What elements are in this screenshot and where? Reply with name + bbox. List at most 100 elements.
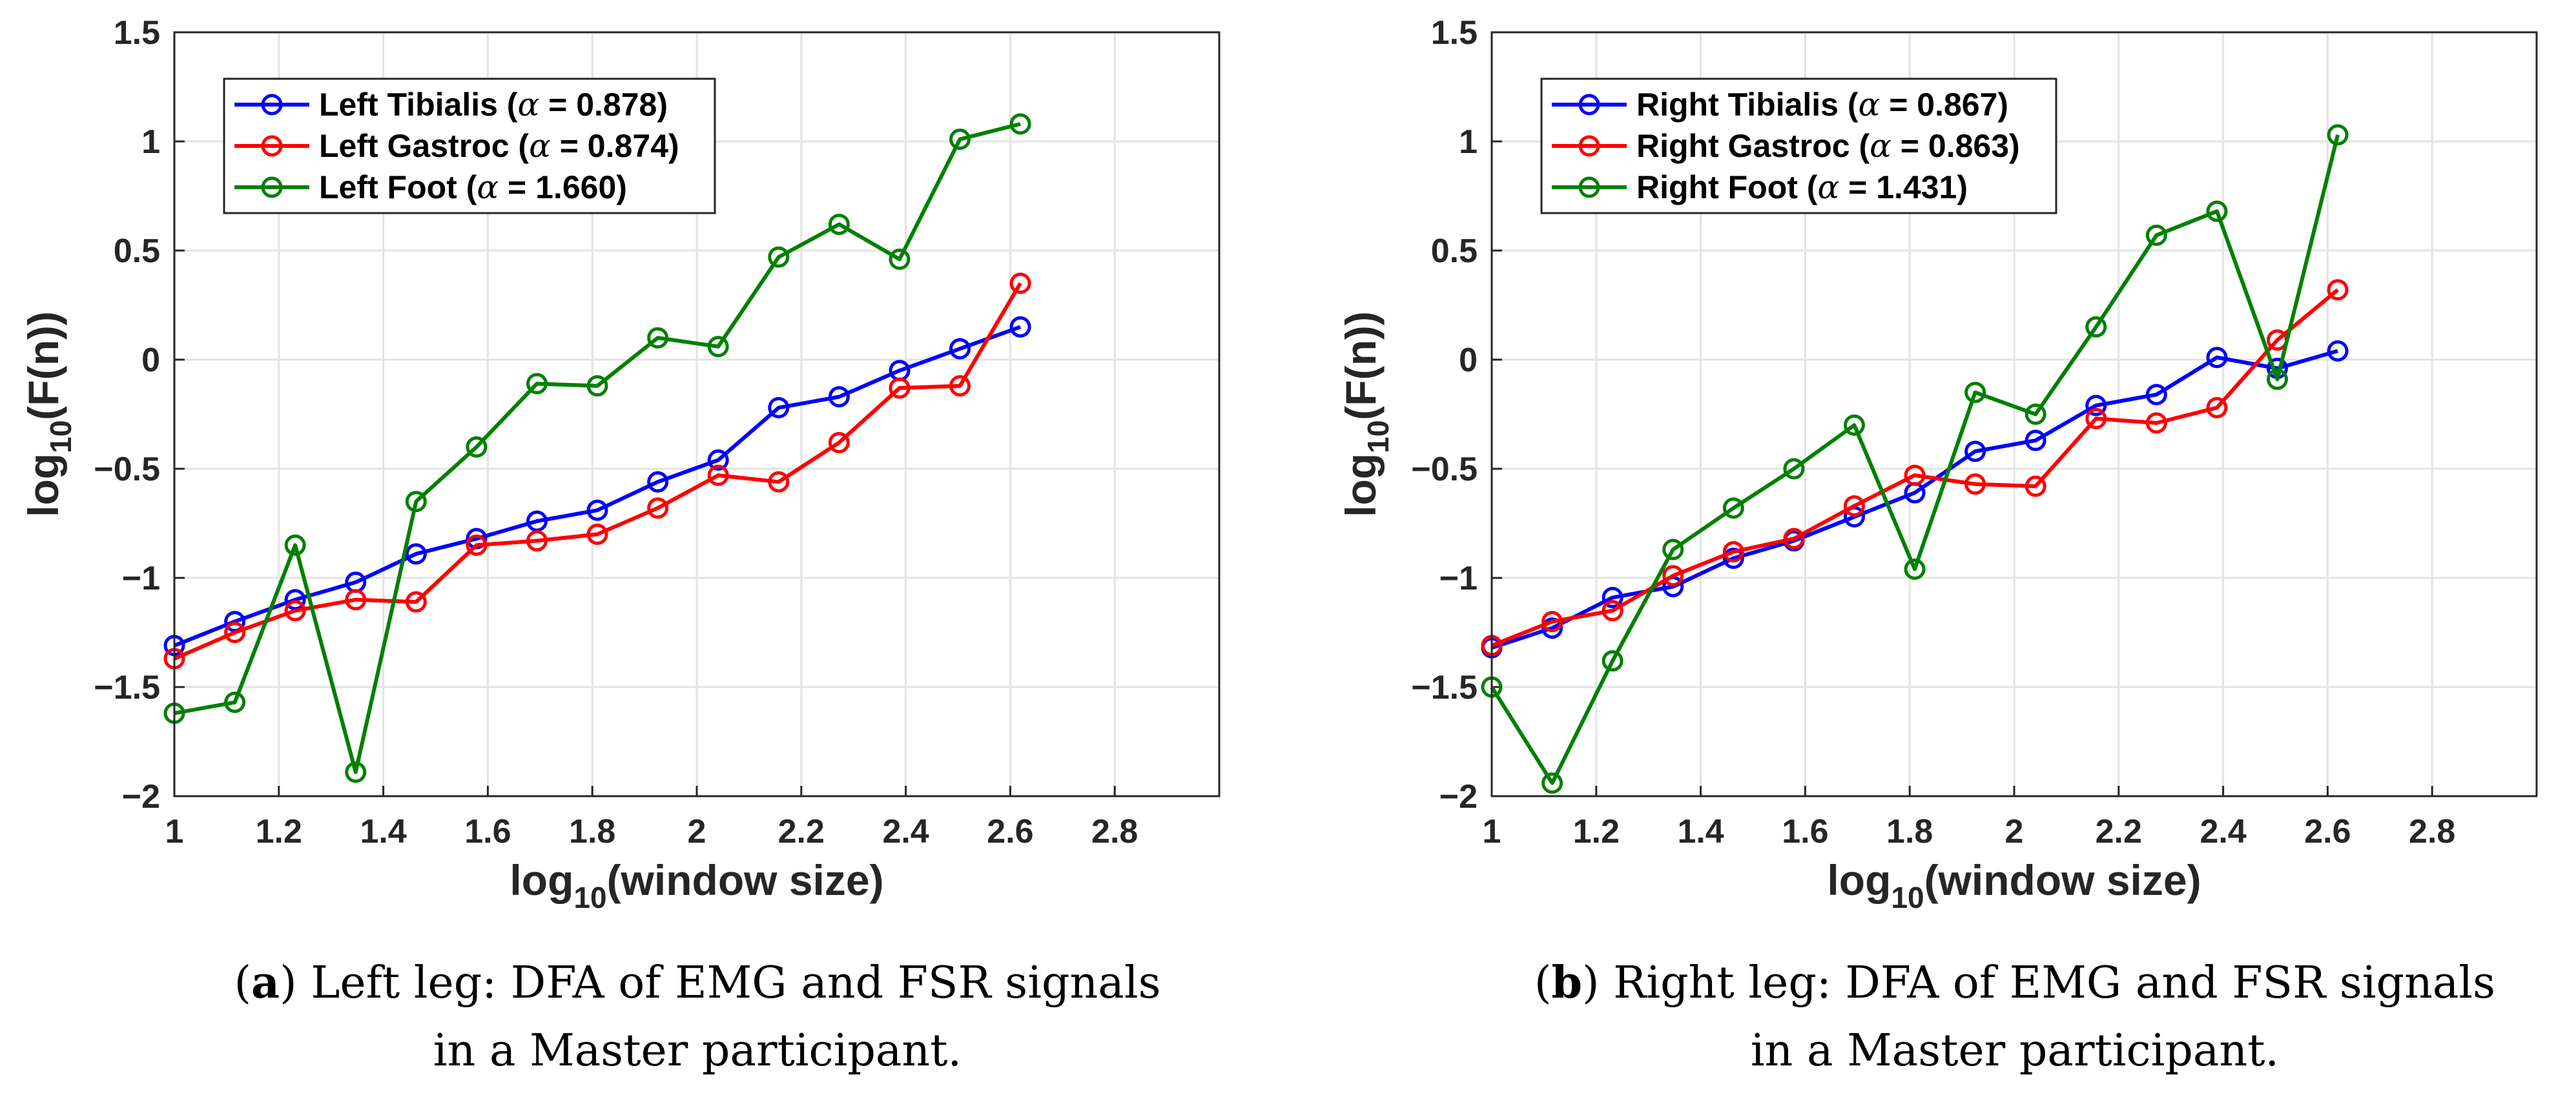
data-point — [1964, 382, 1986, 404]
data-point — [1722, 548, 1744, 570]
x-tick-label: 1.6 — [1782, 813, 1828, 850]
legend-swatch-marker — [261, 94, 283, 116]
data-point — [224, 622, 246, 643]
data-point — [224, 692, 246, 714]
legend-swatch-marker — [261, 135, 283, 157]
x-tick-label: 1.6 — [464, 813, 511, 850]
data-point — [2025, 404, 2046, 425]
legend-entry-name: Right Foot ( — [1636, 169, 1818, 205]
y-tick-label: −1.5 — [1411, 669, 1478, 706]
data-point — [1904, 464, 1926, 486]
legend-entry: Left Gastroc (α = 0.874) — [319, 127, 679, 165]
data-point — [1904, 558, 1926, 580]
legend-entry-name: Right Tibialis ( — [1636, 87, 1859, 123]
y-tick-label: 1 — [141, 123, 160, 161]
data-point — [2206, 200, 2228, 222]
legend: Right Tibialis (α = 0.867) Right Gastroc … — [1540, 77, 2057, 214]
caption-line-2: in a Master participant. — [1751, 1025, 2279, 1076]
data-point — [647, 497, 669, 519]
x-axis-label-rest: (window size) — [607, 856, 884, 904]
legend-entry-value: = 0.874) — [551, 128, 679, 164]
legend-swatch-marker — [1578, 176, 1600, 198]
y-tick-label: 1 — [1459, 123, 1478, 161]
legend-entry-name: Left Gastroc ( — [319, 128, 529, 164]
y-tick-label: −1 — [122, 560, 160, 597]
data-point — [2327, 124, 2349, 146]
data-point — [2206, 396, 2228, 418]
x-axis-label-subscript: 10 — [573, 881, 606, 914]
data-point — [1843, 414, 1865, 436]
legend-entry-value: = 1.660) — [499, 169, 627, 205]
legend-entry-name: Left Tibialis ( — [319, 87, 518, 123]
data-point — [1964, 440, 1986, 462]
chart-panel-a: 1 1.2 1.4 1.6 1.8 2 2.2 2.4 2.6 2.8 1.5 1 0.5 0 −0.5 −1… — [19, 14, 1221, 1076]
legend-entry: Right Tibialis (α = 0.867) — [1636, 86, 2008, 123]
caption-paren-close: ) — [280, 958, 297, 1009]
x-tick-label: 2 — [688, 813, 706, 850]
x-tick-label: 2.2 — [2096, 813, 2142, 850]
data-point — [1602, 650, 1623, 672]
x-tick-label: 1.8 — [1886, 813, 1933, 850]
caption-text: Left leg: DFA of EMG and FSR signals — [297, 958, 1161, 1009]
legend-alpha-symbol: α — [1817, 169, 1839, 206]
x-axis-label-main: log — [1827, 856, 1891, 904]
data-point — [586, 523, 608, 545]
caption-text: Right leg: DFA of EMG and FSR signals — [1600, 958, 2496, 1009]
caption-line-1: (b) Right leg: DFA of EMG and FSR signal… — [1534, 957, 2495, 1009]
chart-panel-b: 1 1.2 1.4 1.6 1.8 2 2.2 2.4 2.6 2.8 1.5 1 0.5 0 −0.5 −1… — [1337, 14, 2538, 1076]
y-axis-label-rest: (F(n)) — [19, 311, 67, 420]
data-point — [345, 589, 367, 611]
x-tick-label: 1.4 — [1677, 813, 1724, 850]
data-point — [1662, 565, 1684, 587]
data-point — [1541, 772, 1563, 794]
legend-swatch-marker — [1578, 94, 1600, 116]
caption-paren-open: ( — [1534, 958, 1552, 1009]
data-point — [707, 449, 729, 471]
y-tick-label: 1.5 — [1431, 14, 1478, 52]
data-point — [949, 128, 971, 150]
data-point — [2327, 340, 2349, 362]
legend-alpha-symbol: α — [1859, 86, 1880, 123]
data-point — [1722, 497, 1744, 519]
data-point — [2145, 412, 2167, 434]
legend: Left Tibialis (α = 0.878)Left Gastroc (α… — [223, 77, 716, 214]
y-tick-label: −0.5 — [1411, 451, 1478, 488]
data-point — [284, 600, 306, 622]
x-tick-label: 2.8 — [1091, 813, 1138, 850]
caption-label: a — [251, 957, 280, 1009]
data-point — [1783, 458, 1805, 480]
data-point — [2145, 224, 2167, 246]
data-point — [1009, 272, 1031, 294]
legend-entry: Right Gastroc (α = 0.863) — [1636, 127, 2020, 165]
x-tick-label: 1.8 — [569, 813, 615, 850]
y-tick-label: −1 — [1439, 560, 1478, 597]
data-point — [647, 471, 669, 493]
data-point — [768, 396, 790, 418]
y-axis-label: log10(F(n)) — [1337, 311, 1395, 517]
data-point — [889, 377, 911, 399]
data-point — [828, 431, 850, 453]
plot-frame — [173, 31, 1221, 797]
data-point — [526, 373, 548, 395]
data-point — [284, 534, 306, 556]
data-point — [466, 436, 488, 458]
data-point — [1541, 611, 1563, 633]
x-tick-label: 1.2 — [1573, 813, 1620, 850]
x-tick-label: 2 — [2005, 813, 2024, 850]
series-line-3 — [1490, 134, 2340, 785]
data-point — [1783, 528, 1805, 550]
legend-entry: Left Foot (α = 1.660) — [319, 169, 627, 206]
legend-entry-value: = 0.863) — [1891, 128, 2020, 164]
caption-line-1: (a) Left leg: DFA of EMG and FSR signals — [234, 957, 1161, 1009]
x-axis-label-rest: (window size) — [1924, 856, 2201, 904]
legend-entry-value: = 1.431) — [1839, 169, 1968, 205]
data-point — [2025, 429, 2046, 451]
data-point — [405, 543, 427, 565]
y-tick-label: −1.5 — [94, 669, 160, 706]
x-tick-label: 2.4 — [2200, 813, 2246, 850]
x-axis-label: log10(window size) — [1827, 856, 2201, 914]
legend-entry-name: Left Foot ( — [319, 169, 477, 205]
data-point — [828, 213, 850, 235]
data-point — [1964, 473, 1986, 495]
